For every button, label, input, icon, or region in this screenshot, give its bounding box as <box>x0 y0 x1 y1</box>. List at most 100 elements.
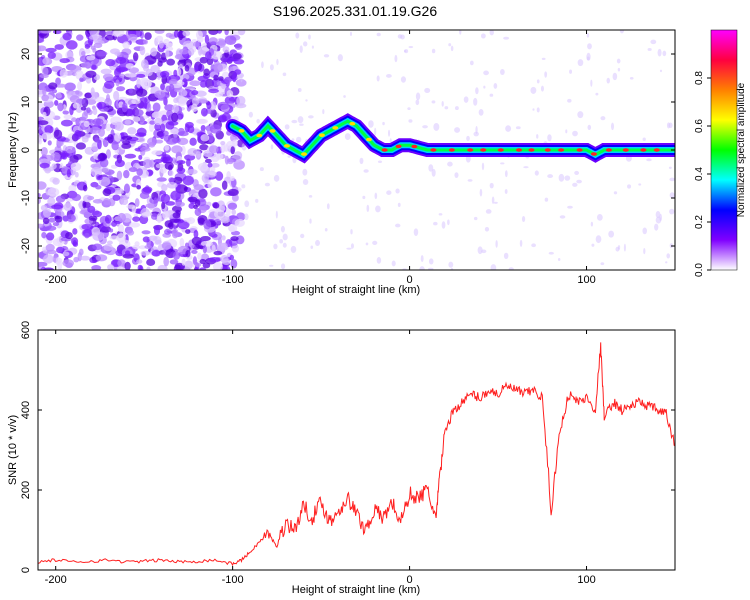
noise-blob <box>84 43 91 50</box>
noise-blob <box>116 170 123 181</box>
noise-blob <box>128 89 133 94</box>
noise-blob <box>81 136 89 143</box>
noise-blob <box>350 229 353 235</box>
noise-blob <box>232 53 242 60</box>
noise-blob <box>120 197 129 206</box>
noise-blob <box>463 96 469 103</box>
noise-blob <box>172 251 181 260</box>
figure-title: S196.2025.331.01.19.G26 <box>273 3 437 19</box>
noise-blob <box>611 122 615 131</box>
ridge-peak <box>622 148 629 152</box>
spectrogram-x-tick-label: 0 <box>407 274 413 286</box>
snr-x-tick-label: -100 <box>222 574 244 586</box>
noise-blob <box>151 111 163 119</box>
noise-blob <box>485 209 492 214</box>
noise-blob <box>564 175 571 181</box>
noise-blob <box>567 98 572 103</box>
noise-blob <box>204 173 209 182</box>
noise-blob <box>365 242 369 246</box>
noise-blob <box>386 74 392 78</box>
noise-blob <box>448 43 452 47</box>
noise-blob <box>100 68 112 75</box>
noise-blob <box>220 144 226 153</box>
noise-blob <box>114 159 125 168</box>
noise-blob <box>180 89 188 97</box>
noise-blob <box>407 107 411 111</box>
noise-blob <box>111 141 119 151</box>
noise-blob <box>646 158 652 162</box>
noise-blob <box>75 117 81 127</box>
noise-blob <box>654 223 659 231</box>
noise-blob <box>244 200 250 208</box>
noise-blob <box>38 265 42 270</box>
ridge-peak <box>238 129 245 133</box>
noise-blob <box>203 68 210 76</box>
noise-blob <box>171 104 180 114</box>
noise-blob <box>56 93 63 99</box>
noise-blob <box>481 162 485 171</box>
colorbar: 0.0 0.2 0.4 0.6 0.8 Normalized spectral ampl… <box>694 29 747 277</box>
noise-blob <box>375 205 381 213</box>
noise-blob <box>185 229 191 234</box>
noise-blob <box>233 58 245 65</box>
noise-blob <box>536 79 540 84</box>
noise-blob <box>132 52 139 62</box>
noise-blob <box>291 119 298 124</box>
noise-blob <box>284 124 290 130</box>
noise-blob <box>149 120 156 125</box>
noise-blob <box>322 109 325 115</box>
noise-blob <box>131 206 137 214</box>
snr-y-tick-label: 0 <box>20 567 32 573</box>
noise-blob <box>47 197 56 207</box>
snr-x-axis: -200 -100 0 100 <box>45 330 596 586</box>
colorbar-tick-label: 0.0 <box>694 263 705 277</box>
ridge-peak <box>640 148 647 152</box>
noise-blob <box>337 54 343 62</box>
noise-blob <box>55 195 66 203</box>
noise-blob <box>221 180 228 190</box>
noise-blob <box>48 217 56 223</box>
noise-blob <box>477 246 483 255</box>
noise-blob <box>211 50 223 60</box>
noise-blob <box>236 95 246 106</box>
noise-blob <box>44 225 57 231</box>
noise-blob <box>200 235 211 242</box>
noise-blob <box>197 75 209 82</box>
noise-blob <box>590 221 594 227</box>
noise-blob <box>146 266 151 270</box>
ridge-peak <box>528 148 535 152</box>
noise-blob <box>395 223 401 228</box>
noise-blob <box>128 67 140 74</box>
noise-blob <box>54 100 59 106</box>
noise-blob <box>220 140 226 146</box>
ridge-peak <box>332 126 339 130</box>
noise-blob <box>642 137 646 141</box>
noise-blob <box>124 250 131 256</box>
noise-blob <box>159 132 164 140</box>
noise-blob <box>191 236 202 246</box>
noise-blob <box>208 145 219 154</box>
noise-blob <box>489 182 494 189</box>
noise-blob <box>41 231 47 239</box>
noise-blob <box>136 73 146 78</box>
noise-blob <box>110 164 118 169</box>
noise-blob <box>171 228 179 239</box>
noise-blob <box>112 194 121 201</box>
noise-blob <box>182 175 194 186</box>
noise-blob <box>156 213 162 221</box>
noise-blob <box>124 261 131 270</box>
snr-y-tick-label: 200 <box>20 481 32 499</box>
noise-blob <box>255 198 259 203</box>
noise-blob <box>86 107 91 114</box>
noise-blob <box>113 90 120 101</box>
noise-blob <box>308 115 314 119</box>
noise-blob <box>138 245 147 250</box>
noise-blob <box>88 30 95 35</box>
noise-blob <box>395 188 400 194</box>
noise-blob <box>234 69 242 75</box>
noise-blob <box>38 223 44 229</box>
noise-blob <box>490 264 497 270</box>
noise-blob <box>236 212 246 222</box>
noise-blob <box>171 137 181 144</box>
noise-blob <box>95 254 108 262</box>
